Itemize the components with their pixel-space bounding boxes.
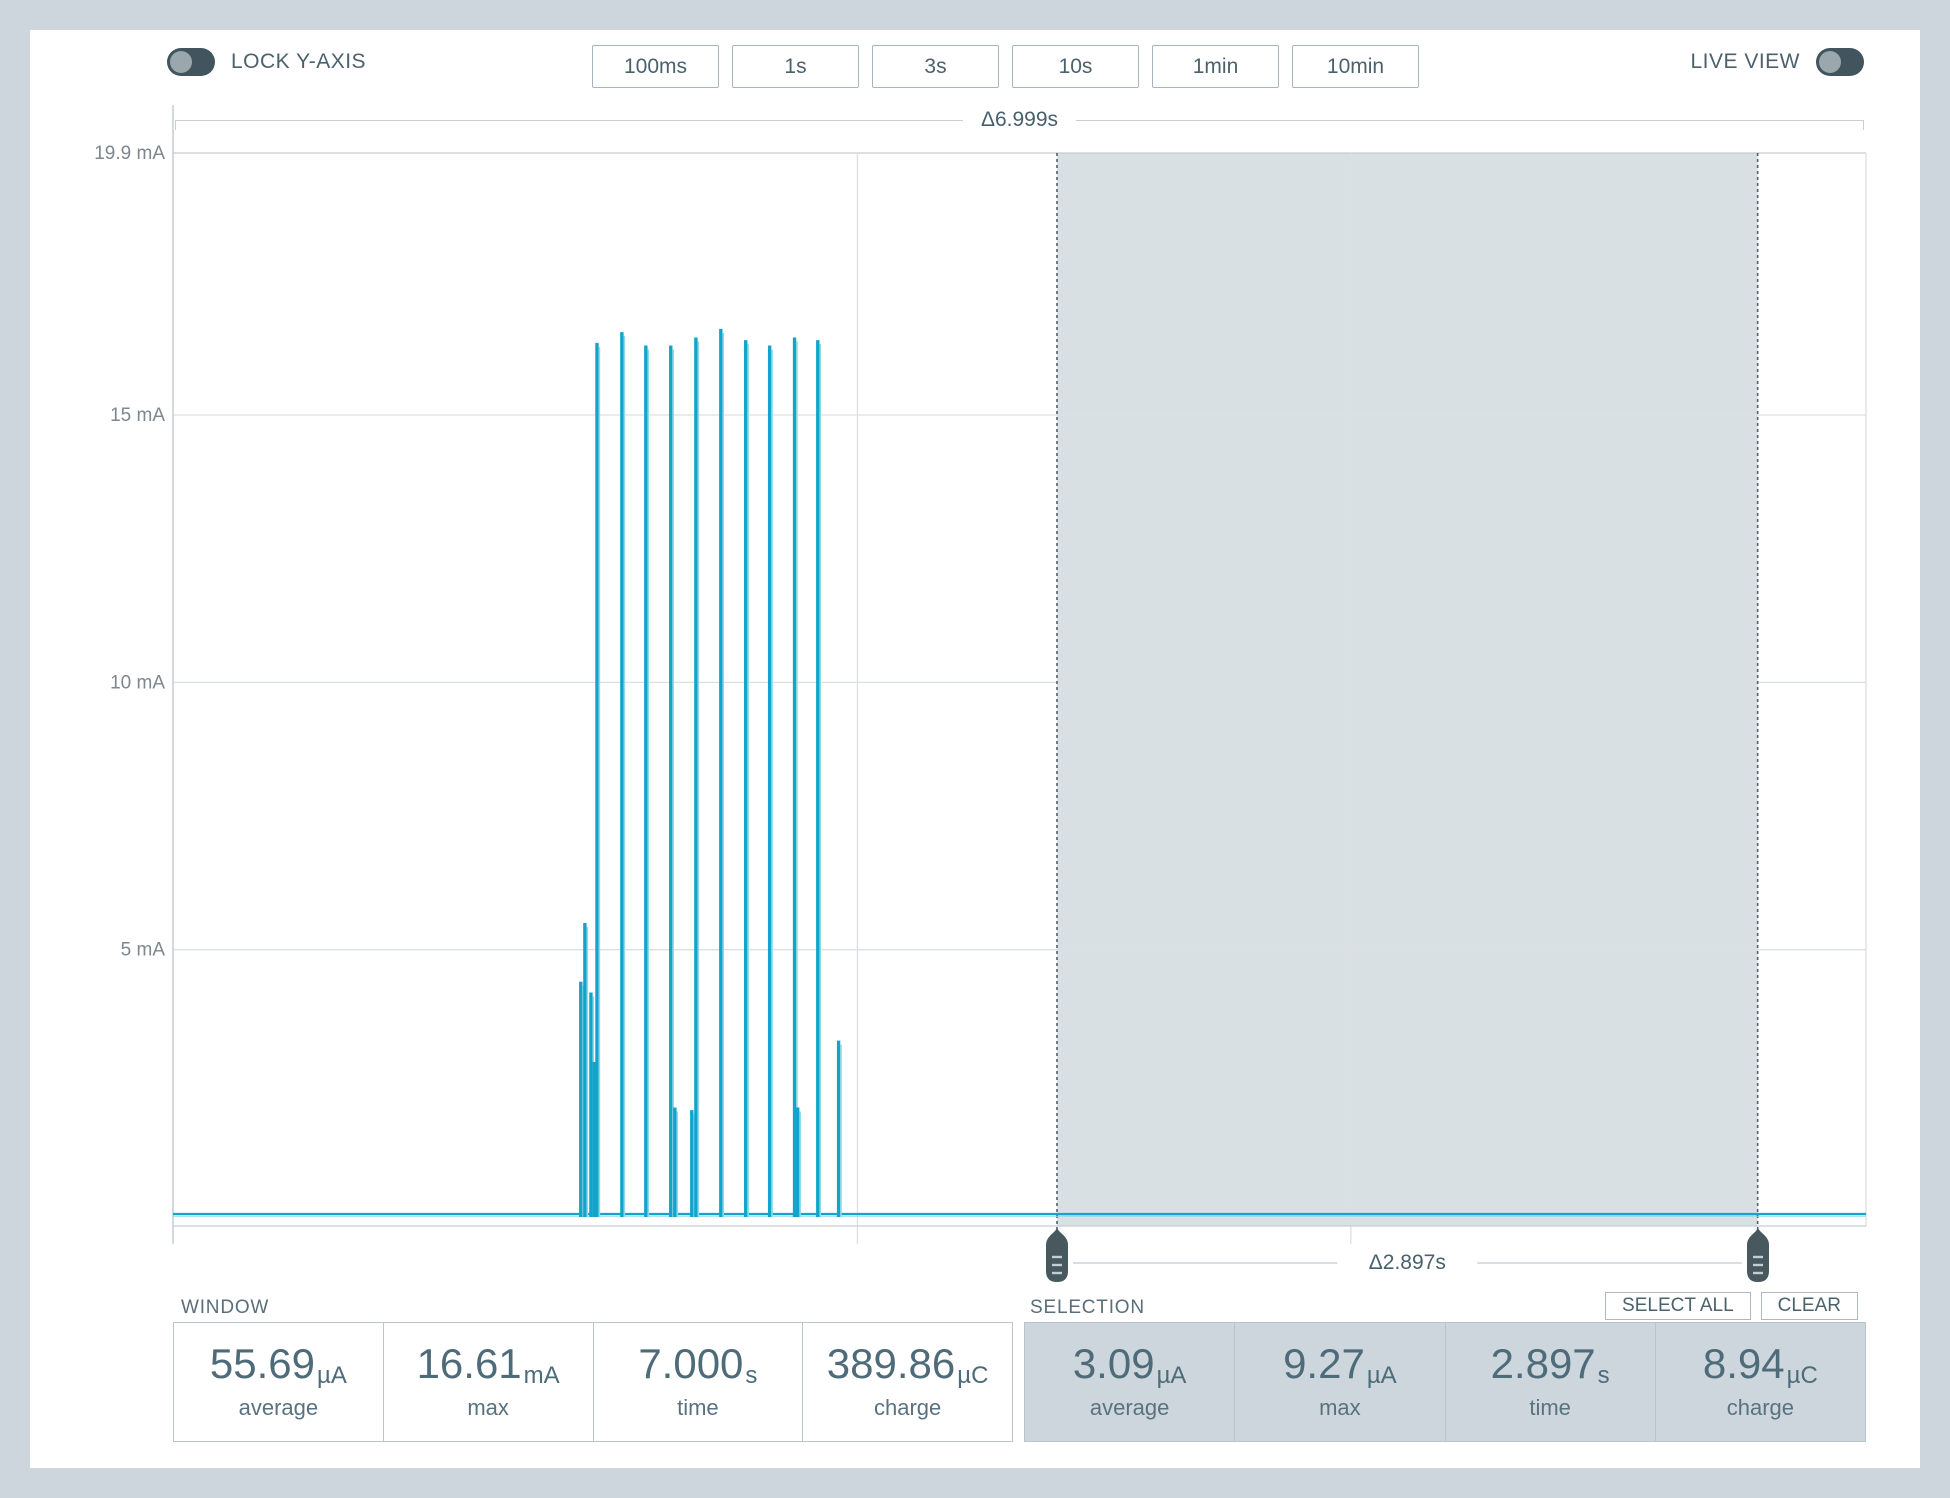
stat-unit: µC [957, 1362, 989, 1389]
window-button-1s[interactable]: 1s [732, 45, 859, 88]
stat-unit: µC [1786, 1362, 1818, 1389]
lock-y-axis-toggle[interactable] [167, 48, 215, 76]
stat-label: time [677, 1395, 719, 1420]
stat-label: charge [873, 1395, 942, 1420]
svg-text:19.9 mA: 19.9 mA [94, 143, 165, 164]
selection-stat-time: 2.897s time [1444, 1323, 1655, 1441]
stat-value: 7.000 [638, 1340, 744, 1387]
main-panel [30, 30, 1920, 1468]
stat-label: time [1529, 1395, 1571, 1420]
stat-value: 55.69 [209, 1340, 315, 1387]
time-window-buttons: 100ms 1s 3s 10s 1min 10min [592, 45, 1419, 88]
window-delta-label-wrap: Δ6.999s [173, 108, 1866, 132]
svg-text:10 mA: 10 mA [110, 672, 165, 693]
window-stats-strip: 55.69µA average 16.61mA max 7.000s time … [173, 1322, 1013, 1442]
lock-y-axis-control: LOCK Y-AXIS [167, 48, 366, 76]
stat-label: max [467, 1395, 509, 1420]
toggle-knob-icon [170, 51, 192, 73]
stat-label: average [238, 1395, 319, 1420]
selection-delta-label: Δ2.897s [1368, 1251, 1446, 1274]
stat-label: average [1089, 1395, 1170, 1420]
selection-stat-average: 3.09µA average [1025, 1323, 1235, 1441]
window-button-10min[interactable]: 10min [1292, 45, 1419, 88]
stat-value: 3.09 [1072, 1340, 1155, 1387]
stat-value: 9.27 [1283, 1340, 1365, 1387]
stat-value: 8.94 [1702, 1340, 1785, 1387]
window-stat-max: 16.61mA max [382, 1323, 593, 1441]
selection-handle-left[interactable] [1044, 1227, 1070, 1283]
selection-stats-strip: 3.09µA average 9.27µA max 2.897s time 8.… [1024, 1322, 1866, 1442]
selection-stat-max: 9.27µA max [1234, 1323, 1445, 1441]
stat-label: charge [1726, 1395, 1795, 1420]
selection-stats-title: SELECTION [1030, 1297, 1145, 1318]
stat-unit: µA [1156, 1362, 1187, 1389]
live-view-label: LIVE VIEW [1690, 50, 1800, 73]
stat-unit: s [1597, 1362, 1610, 1389]
svg-text:5 mA: 5 mA [121, 940, 166, 961]
stat-value: 389.86 [826, 1340, 956, 1387]
selection-actions: SELECT ALL CLEAR [1605, 1292, 1858, 1320]
window-button-3s[interactable]: 3s [872, 45, 999, 88]
window-delta-label: Δ6.999s [962, 108, 1077, 132]
stat-value: 16.61 [416, 1340, 522, 1387]
live-view-toggle[interactable] [1816, 48, 1864, 76]
live-view-control: LIVE VIEW [1690, 48, 1864, 76]
stat-label: max [1319, 1395, 1361, 1420]
stat-unit: µA [317, 1362, 347, 1389]
window-stats-title: WINDOW [181, 1297, 270, 1318]
window-button-100ms[interactable]: 100ms [592, 45, 719, 88]
window-stat-time: 7.000s time [592, 1323, 803, 1441]
lock-y-axis-label: LOCK Y-AXIS [231, 50, 367, 73]
toggle-knob-icon [1819, 51, 1841, 73]
stat-unit: s [745, 1362, 758, 1389]
stat-unit: mA [523, 1362, 560, 1389]
window-button-10s[interactable]: 10s [1012, 45, 1139, 88]
svg-text:15 mA: 15 mA [110, 405, 165, 426]
select-all-button[interactable]: SELECT ALL [1605, 1292, 1751, 1320]
window-button-1min[interactable]: 1min [1152, 45, 1279, 88]
stat-value: 2.897 [1490, 1340, 1596, 1387]
window-stat-average: 55.69µA average [174, 1323, 383, 1441]
selection-stat-charge: 8.94µC charge [1654, 1323, 1865, 1441]
clear-button[interactable]: CLEAR [1760, 1292, 1858, 1320]
window-stat-charge: 389.86µC charge [802, 1323, 1012, 1441]
stat-unit: µA [1366, 1362, 1397, 1389]
selection-handle-right[interactable] [1745, 1227, 1771, 1283]
